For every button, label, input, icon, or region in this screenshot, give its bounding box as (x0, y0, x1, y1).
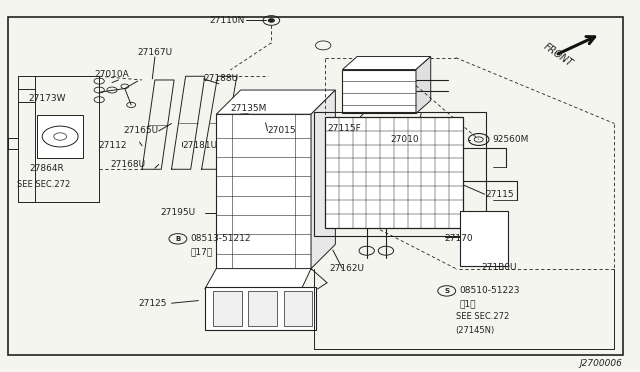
Text: 27115: 27115 (485, 190, 514, 199)
Bar (205, 287, 316, 330)
Text: 27010A: 27010A (95, 70, 129, 79)
Text: （1）: （1） (460, 300, 476, 309)
Text: （17）: （17） (191, 248, 213, 257)
Polygon shape (416, 57, 431, 113)
Text: 27170: 27170 (445, 234, 474, 243)
Text: 27167U: 27167U (138, 48, 172, 57)
Bar (213, 291, 242, 326)
Text: SEE SEC.272: SEE SEC.272 (17, 180, 70, 189)
Text: S: S (444, 288, 449, 294)
Text: SEE SEC.272: SEE SEC.272 (456, 312, 509, 321)
Text: 08510-51223: 08510-51223 (460, 286, 520, 295)
Text: 27181U: 27181U (182, 141, 218, 150)
Bar (460, 211, 508, 266)
Polygon shape (172, 76, 205, 169)
Bar (284, 291, 312, 326)
Text: 27165U: 27165U (124, 126, 159, 135)
Text: 27864R: 27864R (29, 164, 64, 173)
Polygon shape (311, 90, 335, 269)
Text: 27010: 27010 (390, 135, 419, 144)
Text: 27173W: 27173W (28, 94, 65, 103)
Text: B: B (175, 236, 180, 242)
Text: 27135M: 27135M (230, 105, 266, 113)
Bar (314, 112, 486, 236)
Text: 27125: 27125 (138, 299, 166, 308)
Text: 27195U: 27195U (161, 208, 195, 217)
Text: 27015: 27015 (268, 126, 296, 135)
Text: 27112: 27112 (98, 141, 127, 150)
Text: 271B0U: 271B0U (481, 263, 516, 272)
Bar (248, 291, 277, 326)
Text: 27162U: 27162U (330, 264, 364, 273)
Text: 27188U: 27188U (204, 74, 239, 83)
Polygon shape (216, 90, 335, 114)
Bar (216, 114, 311, 269)
Text: 08513-51212: 08513-51212 (191, 234, 252, 243)
Text: J2700006: J2700006 (579, 359, 622, 368)
Bar (37, 115, 83, 158)
Text: (27145N): (27145N) (456, 326, 495, 335)
Text: 27115F: 27115F (328, 124, 361, 132)
Text: 27110N: 27110N (209, 16, 244, 25)
Bar (325, 117, 463, 228)
Polygon shape (205, 269, 311, 289)
Bar (342, 70, 416, 113)
Text: FRONT: FRONT (541, 41, 575, 69)
Text: 27168U: 27168U (111, 160, 146, 169)
Polygon shape (142, 80, 174, 169)
Polygon shape (342, 57, 431, 70)
Circle shape (268, 19, 275, 22)
Text: 92560M: 92560M (493, 135, 529, 144)
Polygon shape (202, 76, 237, 169)
